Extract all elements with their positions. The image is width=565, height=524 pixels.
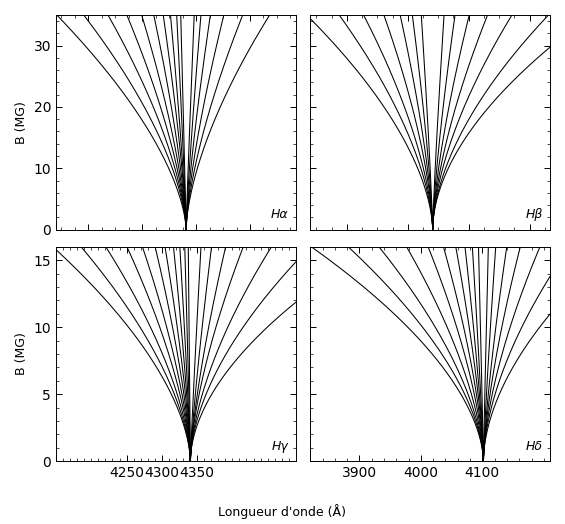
Text: Hβ: Hβ: [525, 208, 543, 221]
Text: Hδ: Hδ: [526, 440, 543, 453]
Y-axis label: B (MG): B (MG): [15, 333, 28, 376]
Text: Hα: Hα: [271, 208, 289, 221]
Text: Longueur d'onde (Å): Longueur d'onde (Å): [219, 504, 346, 519]
Text: Hγ: Hγ: [272, 440, 289, 453]
Y-axis label: B (MG): B (MG): [15, 101, 28, 144]
